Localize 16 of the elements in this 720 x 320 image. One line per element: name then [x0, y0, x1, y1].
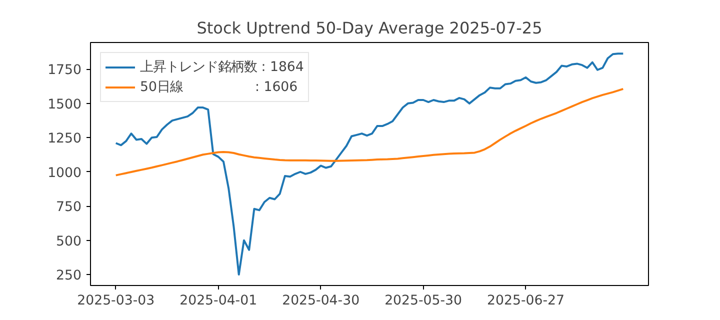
x-tick-label: 2025-04-01 [180, 294, 258, 308]
y-tick-label: 1500 [48, 97, 82, 112]
line-series [114, 52, 624, 276]
y-tick-label: 250 [56, 268, 82, 284]
x-tick-label: 2025-04-30 [282, 294, 360, 308]
x-tick-label: 2025-06-27 [487, 294, 565, 308]
y-tick-label: 500 [56, 234, 82, 250]
y-tick-label: 1250 [48, 132, 82, 147]
y-tick-label: 750 [56, 200, 82, 216]
chart-title: Stock Uptrend 50-Day Average 2025-07-25 [196, 18, 542, 38]
y-tick-label: 1750 [48, 63, 82, 78]
legend-label: 50日線 : 1606 [140, 79, 298, 96]
y-tick-label: 1000 [48, 166, 82, 181]
x-tick-label: 2025-05-30 [384, 294, 462, 308]
legend-label: 上昇トレンド銘柄数 : 1864 [140, 58, 304, 76]
x-tick-label: 2025-03-03 [77, 294, 155, 308]
